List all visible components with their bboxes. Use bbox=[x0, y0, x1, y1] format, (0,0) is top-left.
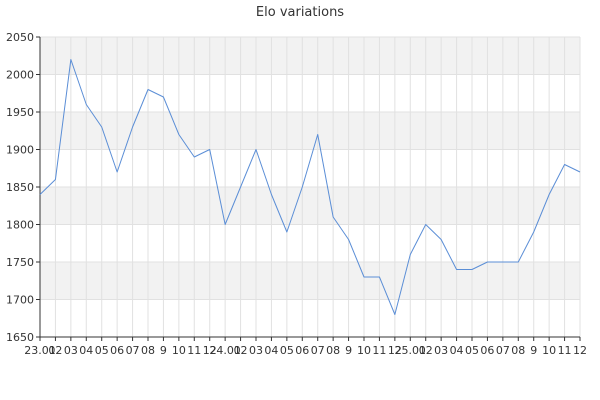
x-tick-label: 11 bbox=[372, 344, 386, 357]
x-tick-label: 08 bbox=[511, 344, 525, 357]
x-tick-label: 11 bbox=[558, 344, 572, 357]
x-tick-label: 03 bbox=[64, 344, 78, 357]
x-tick-label: 07 bbox=[496, 344, 510, 357]
data-point bbox=[147, 88, 150, 91]
x-tick-label: 06 bbox=[295, 344, 309, 357]
x-tick-label: 11 bbox=[187, 344, 201, 357]
data-point bbox=[455, 268, 458, 271]
series-line bbox=[39, 59, 581, 315]
data-point bbox=[224, 223, 227, 226]
data-point bbox=[563, 163, 566, 166]
x-tick-label: 08 bbox=[326, 344, 340, 357]
x-tick-label: 02 bbox=[234, 344, 248, 357]
x-tick-label: 10 bbox=[172, 344, 186, 357]
background-bands bbox=[40, 37, 580, 300]
y-tick-label: 1950 bbox=[6, 106, 34, 119]
data-point bbox=[100, 126, 103, 129]
x-tick-label: 03 bbox=[249, 344, 263, 357]
data-point bbox=[501, 261, 504, 264]
x-tick-label: 9 bbox=[345, 344, 352, 357]
data-point bbox=[440, 238, 443, 241]
data-point bbox=[471, 268, 474, 271]
chart-title: Elo variations bbox=[256, 5, 344, 20]
x-tick-label: 05 bbox=[465, 344, 479, 357]
x-tick-label: 02 bbox=[48, 344, 62, 357]
gridlines bbox=[39, 36, 581, 338]
data-point bbox=[208, 148, 211, 151]
data-point bbox=[347, 238, 350, 241]
series-group bbox=[39, 58, 582, 316]
x-tick-label: 25.01 bbox=[395, 344, 427, 357]
data-point bbox=[255, 148, 258, 151]
x-tick-label: 24.01 bbox=[209, 344, 241, 357]
data-point bbox=[548, 193, 551, 196]
data-point bbox=[579, 171, 582, 174]
y-tick-label: 2050 bbox=[6, 31, 34, 44]
x-tick-label: 04 bbox=[264, 344, 278, 357]
data-point bbox=[177, 133, 180, 136]
y-tick-label: 1750 bbox=[6, 256, 34, 269]
x-tick-label: 07 bbox=[126, 344, 140, 357]
x-tick-label: 04 bbox=[79, 344, 93, 357]
data-point bbox=[85, 103, 88, 106]
data-point bbox=[301, 186, 304, 189]
y-tick-label: 1800 bbox=[6, 219, 34, 232]
data-point bbox=[131, 126, 134, 129]
x-tick-label: 9 bbox=[530, 344, 537, 357]
x-tick-label: 23.01 bbox=[24, 344, 56, 357]
data-point bbox=[193, 156, 196, 159]
data-point bbox=[332, 216, 335, 219]
x-tick-label: 12 bbox=[388, 344, 402, 357]
data-point bbox=[39, 193, 42, 196]
data-point bbox=[517, 261, 520, 264]
y-axis-ticks: 1650 1700 1750 1800 1850 1900 1950 2000 2050 bbox=[6, 31, 40, 344]
x-tick-label: 10 bbox=[357, 344, 371, 357]
data-point bbox=[316, 133, 319, 136]
x-tick-label: 04 bbox=[450, 344, 464, 357]
x-tick-label: 9 bbox=[160, 344, 167, 357]
y-tick-label: 1700 bbox=[6, 294, 34, 307]
x-tick-label: 12 bbox=[203, 344, 217, 357]
y-tick-label: 1850 bbox=[6, 181, 34, 194]
x-tick-label: 03 bbox=[434, 344, 448, 357]
x-tick-label: 06 bbox=[110, 344, 124, 357]
x-tick-label: 06 bbox=[480, 344, 494, 357]
data-point bbox=[424, 223, 427, 226]
data-point bbox=[285, 231, 288, 234]
grid-band bbox=[40, 37, 580, 75]
data-point bbox=[270, 193, 273, 196]
data-point bbox=[532, 231, 535, 234]
data-point bbox=[409, 253, 412, 256]
data-point bbox=[162, 96, 165, 99]
x-tick-label: 02 bbox=[419, 344, 433, 357]
x-tick-label: 08 bbox=[141, 344, 155, 357]
data-point bbox=[69, 58, 72, 61]
grid-band bbox=[40, 187, 580, 225]
y-tick-label: 1650 bbox=[6, 331, 34, 344]
x-tick-label: 07 bbox=[311, 344, 325, 357]
grid-band bbox=[40, 262, 580, 300]
data-point bbox=[54, 178, 57, 181]
data-point bbox=[393, 313, 396, 316]
y-tick-label: 2000 bbox=[6, 69, 34, 82]
data-point bbox=[116, 171, 119, 174]
x-tick-label: 10 bbox=[542, 344, 556, 357]
y-tick-label: 1900 bbox=[6, 144, 34, 157]
data-point bbox=[486, 261, 489, 264]
x-tick-label: 12 bbox=[573, 344, 587, 357]
x-tick-label: 05 bbox=[95, 344, 109, 357]
x-tick-label: 05 bbox=[280, 344, 294, 357]
grid-band bbox=[40, 112, 580, 150]
data-point bbox=[363, 276, 366, 279]
data-point bbox=[239, 186, 242, 189]
data-point bbox=[378, 276, 381, 279]
